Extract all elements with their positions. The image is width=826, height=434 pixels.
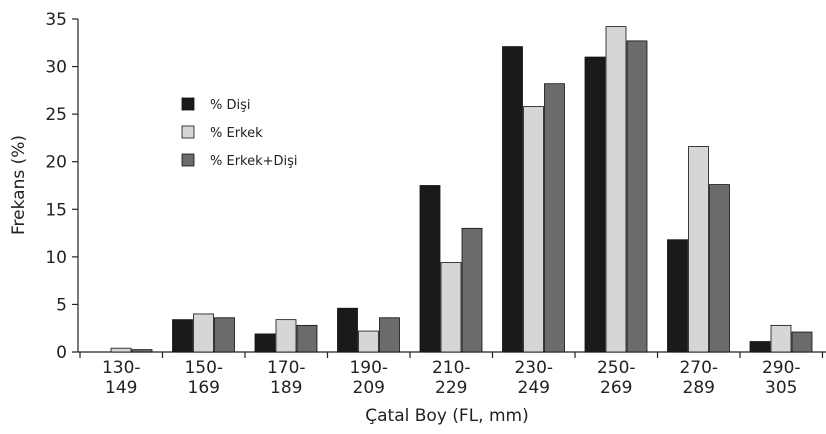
bar-erkek xyxy=(770,324,792,353)
x-tick-label: 229 xyxy=(435,378,467,398)
x-tick-label: 189 xyxy=(270,378,302,398)
bars xyxy=(110,26,813,353)
legend-label: % Erkek+Dişi xyxy=(210,154,298,169)
bar-disi xyxy=(749,341,771,353)
bar-erkek xyxy=(110,347,132,353)
x-tick-label: 210- xyxy=(432,358,471,378)
y-axis: 0 5 10 15 20 25 30 35 xyxy=(45,10,79,363)
y-tick-label: 5 xyxy=(56,295,67,315)
y-tick-label: 25 xyxy=(45,105,67,125)
x-tick-label: 270- xyxy=(679,358,718,378)
bar-erkek-disi xyxy=(461,227,483,353)
x-axis: 130-149150-169170-189190-209210-229230-2… xyxy=(78,351,826,398)
legend-swatch xyxy=(181,125,195,139)
bar-disi xyxy=(584,56,606,353)
x-tick-label: 250- xyxy=(597,358,636,378)
bar-disi xyxy=(337,307,358,353)
y-axis-title: Frekans (%) xyxy=(9,135,29,235)
x-tick-label: 230- xyxy=(514,358,553,378)
bar-erkek xyxy=(440,262,462,353)
legend-label: % Dişi xyxy=(210,98,251,113)
bar-erkek-disi xyxy=(791,331,813,353)
bar-erkek xyxy=(605,26,627,353)
bar-erkek xyxy=(523,106,544,353)
y-tick-label: 15 xyxy=(45,200,67,220)
bar-erkek xyxy=(193,313,214,353)
bar-erkek-disi xyxy=(709,184,730,353)
x-tick-label: 169 xyxy=(188,378,220,398)
x-tick-label: 209 xyxy=(353,378,385,398)
bar-disi xyxy=(419,185,441,353)
bar-erkek xyxy=(688,146,709,353)
y-tick-label: 10 xyxy=(45,248,67,268)
x-tick-label: 249 xyxy=(518,378,550,398)
x-tick-label: 305 xyxy=(765,378,797,398)
x-tick-label: 149 xyxy=(105,378,137,398)
x-tick-label: 190- xyxy=(349,358,388,378)
legend: % Dişi % Erkek % Erkek+Dişi xyxy=(181,97,298,169)
bar-disi xyxy=(254,333,276,353)
x-tick-label: 170- xyxy=(267,358,306,378)
bar-disi xyxy=(667,239,688,353)
bar-erkek-disi xyxy=(379,317,400,353)
y-tick-label: 0 xyxy=(56,343,67,363)
legend-swatch xyxy=(181,153,195,167)
bar-erkek-disi xyxy=(626,40,648,353)
y-tick-label: 20 xyxy=(45,153,67,173)
bar-erkek-disi xyxy=(296,324,318,353)
bar-erkek xyxy=(358,330,379,353)
bar-erkek-disi xyxy=(214,317,235,353)
x-tick-label: 150- xyxy=(184,358,223,378)
bar-erkek-disi xyxy=(131,349,153,353)
bar-erkek-disi xyxy=(544,83,565,353)
x-tick-label: 130- xyxy=(102,358,141,378)
legend-swatch xyxy=(181,97,195,111)
y-tick-label: 30 xyxy=(45,58,67,78)
bar-erkek xyxy=(275,319,297,353)
bar-disi xyxy=(172,319,193,353)
bar-disi xyxy=(502,46,523,353)
y-tick-label: 35 xyxy=(45,10,67,30)
x-axis-title: Çatal Boy (FL, mm) xyxy=(365,406,528,426)
legend-label: % Erkek xyxy=(210,126,263,141)
x-tick-label: 289 xyxy=(683,378,715,398)
x-tick-label: 290- xyxy=(762,358,801,378)
x-tick-label: 269 xyxy=(600,378,632,398)
